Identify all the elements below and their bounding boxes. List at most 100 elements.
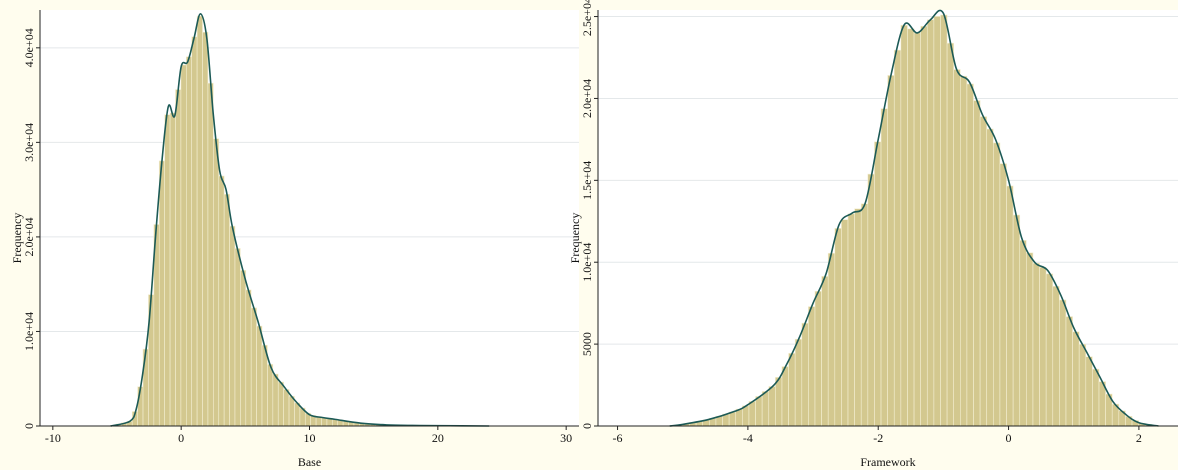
y-axis-label: Frequency (568, 213, 582, 264)
histogram-bar (196, 15, 203, 427)
histogram-bar (953, 69, 961, 427)
histogram-bar (900, 24, 908, 427)
y-tick-label: 5000 (580, 332, 594, 356)
histogram-bar (272, 373, 279, 427)
y-tick-label: 1.0e+04 (22, 312, 36, 351)
x-tick-label: 30 (560, 431, 572, 445)
histogram-bar (761, 391, 770, 427)
histogram-bar (207, 82, 214, 427)
histogram-bar (169, 112, 176, 427)
histogram-bar (1039, 267, 1047, 427)
histogram-bar (973, 100, 981, 427)
histogram-bar (755, 396, 763, 427)
histogram-bar (867, 173, 875, 427)
histogram-bar (1059, 299, 1067, 427)
histogram-bar (907, 28, 915, 427)
histogram-bar (1092, 368, 1100, 427)
histogram-bar (261, 344, 268, 427)
histogram-panel-framework: -6 -4 -2 0 2 0 5000 1.0e+04 1.5e+04 2.0e+04 2.5e+0… (568, 0, 1178, 469)
histogram-bar (191, 36, 198, 427)
histogram-bar (1098, 381, 1106, 427)
histogram-bar (960, 75, 968, 427)
y-tick-label: 4.0e+04 (22, 28, 36, 67)
histogram-bar (288, 395, 295, 427)
x-tick-label: 2 (1136, 431, 1142, 445)
histogram-bar (213, 138, 220, 427)
histogram-bar (801, 322, 809, 427)
histogram-bar (1032, 262, 1040, 427)
histogram-bar (887, 75, 895, 427)
histogram-bar (1052, 285, 1060, 427)
histogram-bar (808, 306, 816, 427)
x-axis-label: Base (298, 455, 321, 469)
histogram-bar (847, 213, 855, 427)
histogram-bar (234, 248, 241, 427)
histogram-bar (860, 203, 869, 427)
histogram-bar (1078, 343, 1087, 427)
histogram-bar (999, 163, 1007, 427)
y-axis-label: Frequency (10, 213, 24, 264)
y-tick-label: 2.0e+04 (22, 217, 36, 256)
histogram-bar (880, 108, 888, 427)
histogram-bar (158, 160, 165, 427)
histogram-bar (993, 142, 1001, 427)
histogram-bar (821, 276, 829, 427)
x-tick-label: 10 (304, 431, 316, 445)
histogram-bar (913, 32, 921, 427)
histogram-bar (940, 14, 948, 427)
y-tick-label: 3.0e+04 (22, 123, 36, 162)
histogram-bar (926, 19, 935, 427)
histogram-panel-base: -10 0 10 20 3001.0e+042.0e+043.0e+044.0e+04 … (10, 10, 579, 469)
tick-labels: -6 -4 -2 0 2 0 5000 1.0e+04 1.5e+04 2.0e+04 2.5e+0… (580, 0, 1142, 445)
histogram-bar (781, 366, 789, 427)
histogram-bar (223, 193, 230, 427)
y-tick-label: 2.0e+04 (580, 79, 594, 118)
histogram-bar (946, 42, 954, 427)
histogram-bar (218, 175, 225, 427)
density-curve (110, 12, 490, 427)
histogram-bar (250, 307, 257, 427)
y-tick-label: 0 (580, 423, 594, 429)
x-tick-label: -2 (873, 431, 883, 445)
histogram-bar (841, 219, 849, 427)
histogram-bar (1006, 185, 1014, 427)
histogram-bar (933, 16, 941, 427)
histogram-bar (180, 64, 187, 427)
histogram-bar (728, 411, 737, 427)
histogram-bar (1012, 214, 1021, 427)
x-axis-label: Framework (860, 455, 915, 469)
histogram-bar (788, 353, 796, 427)
histogram-bar (834, 228, 842, 427)
histogram-bar (986, 128, 994, 427)
histogram-bar (326, 418, 333, 427)
histogram-bar (775, 377, 783, 427)
histogram-bar (874, 141, 882, 427)
histogram-bar (240, 270, 247, 427)
histogram-bar (277, 381, 284, 427)
histogram-bar (748, 401, 756, 427)
histogram-bar (814, 291, 822, 427)
histogram-bar (1019, 240, 1027, 427)
histogram-bar (854, 208, 862, 427)
histogram-bar (1085, 356, 1093, 427)
histogram-bar (893, 49, 902, 427)
plot-area (40, 10, 579, 426)
histogram-bar (267, 364, 274, 427)
histogram-bar (321, 417, 328, 427)
x-tick-label: -4 (743, 431, 753, 445)
histogram-bars (669, 14, 1159, 427)
histogram-bar (1065, 316, 1073, 427)
histogram-bar (979, 116, 988, 427)
x-tick-label: 0 (178, 431, 184, 445)
histogram-bar (794, 338, 803, 427)
x-tick-label: -10 (45, 431, 61, 445)
axes (597, 10, 1178, 427)
y-tick-label: 0 (22, 423, 36, 429)
histogram-bar (1026, 252, 1034, 427)
histogram-bar (164, 114, 171, 427)
histogram-bar (1072, 331, 1080, 427)
histogram-bar (768, 386, 776, 427)
histogram-bar (966, 83, 974, 427)
tick-labels: -10 0 10 20 30 0 1.0e+04 2.0e+04 3.0e+04 4.0e+04 (22, 28, 572, 445)
